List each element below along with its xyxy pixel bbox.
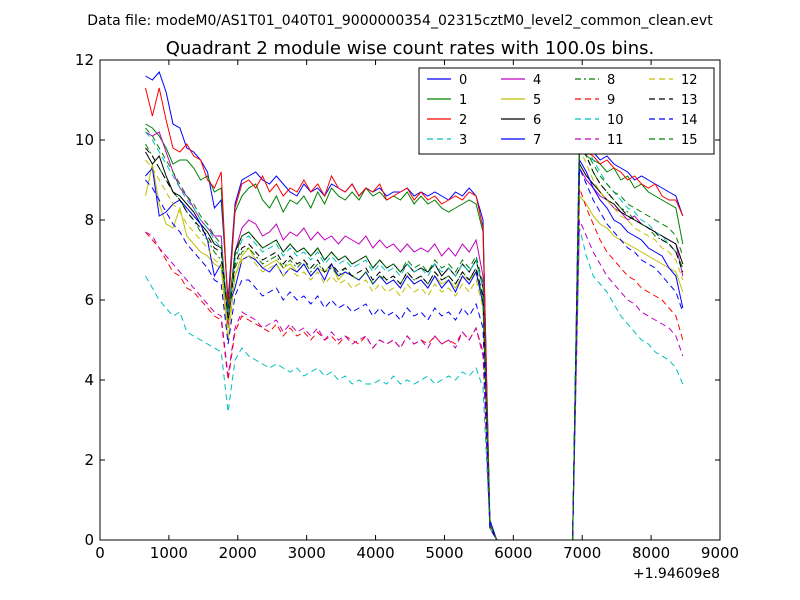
ticks-layer: 0 1000 2000 3000 4000 5000 6000 7000 8000 9000 0 2 4… — [75, 51, 739, 562]
x-tick-label: 0 — [95, 544, 105, 562]
series-line-7 — [145, 158, 684, 540]
legend-label-8: 8 — [607, 73, 615, 88]
series-line-11 — [145, 219, 684, 540]
y-tick-label: 4 — [84, 371, 94, 389]
x-tick-label: 6000 — [494, 544, 532, 562]
legend-label-1: 1 — [459, 93, 467, 108]
legend-frame — [418, 67, 715, 155]
legend-label-11: 11 — [607, 133, 624, 148]
chart-title: Quadrant 2 module wise count rates with … — [166, 38, 655, 59]
y-tick-label: 0 — [84, 531, 94, 549]
legend-label-6: 6 — [533, 113, 541, 128]
legend-label-10: 10 — [607, 113, 624, 128]
legend-label-0: 0 — [459, 73, 467, 88]
legend-label-15: 15 — [681, 133, 698, 148]
legend-label-14: 14 — [681, 113, 698, 128]
data-file-label: Data file: modeM0/AS1T01_040T01_90000003… — [87, 13, 713, 29]
y-tick-label: 6 — [84, 291, 94, 309]
x-tick-label: 9000 — [701, 544, 739, 562]
series-line-8 — [145, 139, 684, 540]
x-offset-label: +1.94609e8 — [633, 566, 720, 582]
legend-label-2: 2 — [459, 113, 467, 128]
series-line-13 — [145, 139, 684, 540]
legend-label-5: 5 — [533, 93, 541, 108]
series-line-10 — [145, 123, 684, 540]
series-line-2 — [145, 87, 684, 540]
legend-label-7: 7 — [533, 133, 541, 148]
series-line-3 — [145, 227, 684, 540]
y-tick-label: 8 — [84, 211, 94, 229]
series-line-12 — [145, 147, 684, 540]
y-tick-label: 12 — [75, 51, 94, 69]
x-tick-label: 2000 — [219, 544, 257, 562]
x-tick-label: 5000 — [425, 544, 463, 562]
legend-label-13: 13 — [681, 93, 698, 108]
x-tick-label: 4000 — [356, 544, 394, 562]
x-tick-label: 7000 — [563, 544, 601, 562]
series-line-14 — [145, 167, 684, 540]
legend-label-4: 4 — [533, 73, 541, 88]
y-tick-label: 2 — [84, 451, 94, 469]
legend-label-12: 12 — [681, 73, 698, 88]
y-tick-label: 10 — [75, 131, 94, 149]
legend-label-3: 3 — [459, 133, 467, 148]
series-layer — [145, 71, 684, 540]
x-tick-label: 1000 — [150, 544, 188, 562]
x-tick-label: 8000 — [632, 544, 670, 562]
legend-label-9: 9 — [607, 93, 615, 108]
series-line-15 — [145, 127, 684, 540]
x-tick-label: 3000 — [288, 544, 326, 562]
